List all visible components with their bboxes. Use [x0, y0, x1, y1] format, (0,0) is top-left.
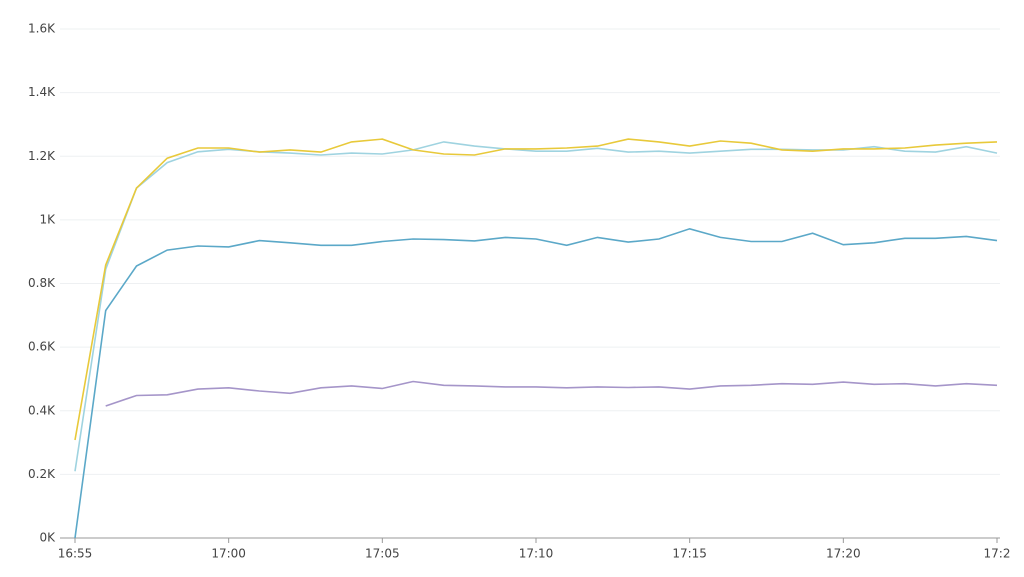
y-tick-label: 0.4K	[28, 403, 56, 417]
y-tick-label: 0.8K	[28, 276, 56, 290]
x-tick-label: 17:00	[211, 547, 246, 561]
y-tick-label: 0.2K	[28, 467, 56, 481]
x-tick-label: 17:20	[826, 547, 861, 561]
series-line	[74, 138, 998, 441]
series-line	[74, 227, 998, 539]
x-tick-label: 17:05	[365, 547, 400, 561]
series-line	[74, 141, 998, 472]
y-tick-label: 0.6K	[28, 340, 56, 354]
y-tick-label: 1.4K	[28, 85, 56, 99]
series-line	[105, 380, 998, 407]
y-tick-label: 1.2K	[28, 149, 56, 163]
y-tick-label: 1.6K	[28, 22, 56, 36]
y-tick-label: 1K	[39, 212, 56, 226]
y-tick-label: 0K	[39, 531, 56, 545]
x-tick-label: 17:2	[984, 547, 1011, 561]
x-tick-label: 17:15	[672, 547, 707, 561]
x-tick-label: 16:55	[58, 547, 93, 561]
x-tick-label: 17:10	[519, 547, 554, 561]
